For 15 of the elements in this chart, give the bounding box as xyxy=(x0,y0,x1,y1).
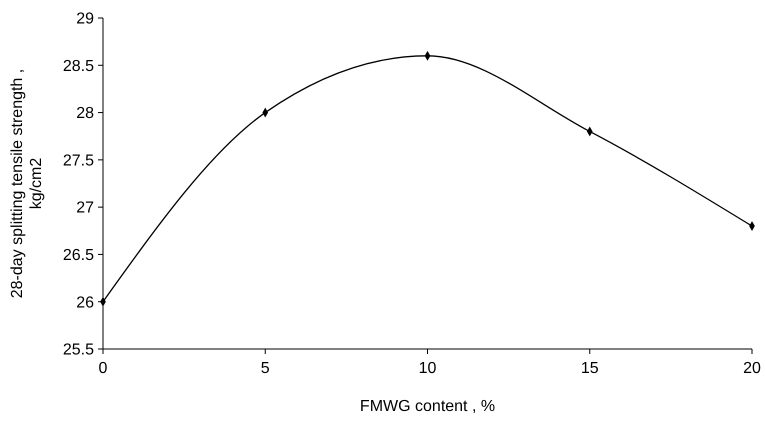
y-tick-label: 26 xyxy=(76,294,94,312)
x-axis-title: FMWG content , % xyxy=(360,398,496,415)
y-axis-title: 28-day splitting tensile strength , kg/cm2 xyxy=(9,68,46,298)
x-tick-label: 0 xyxy=(98,360,108,377)
y-tick-label: 27 xyxy=(76,200,94,217)
y-tick-label: 28.5 xyxy=(62,58,94,75)
x-tick-label: 20 xyxy=(743,360,761,377)
y-tick-label: 29 xyxy=(76,10,94,28)
y-tick-label: 28 xyxy=(76,105,94,122)
y-tick-label: 27.5 xyxy=(62,152,94,170)
x-tick-label: 5 xyxy=(260,360,270,377)
y-tick-label: 26.5 xyxy=(62,247,94,264)
y-tick-label: 25.5 xyxy=(62,342,94,359)
x-tick-label: 10 xyxy=(418,360,436,377)
x-tick-label: 15 xyxy=(580,360,599,377)
